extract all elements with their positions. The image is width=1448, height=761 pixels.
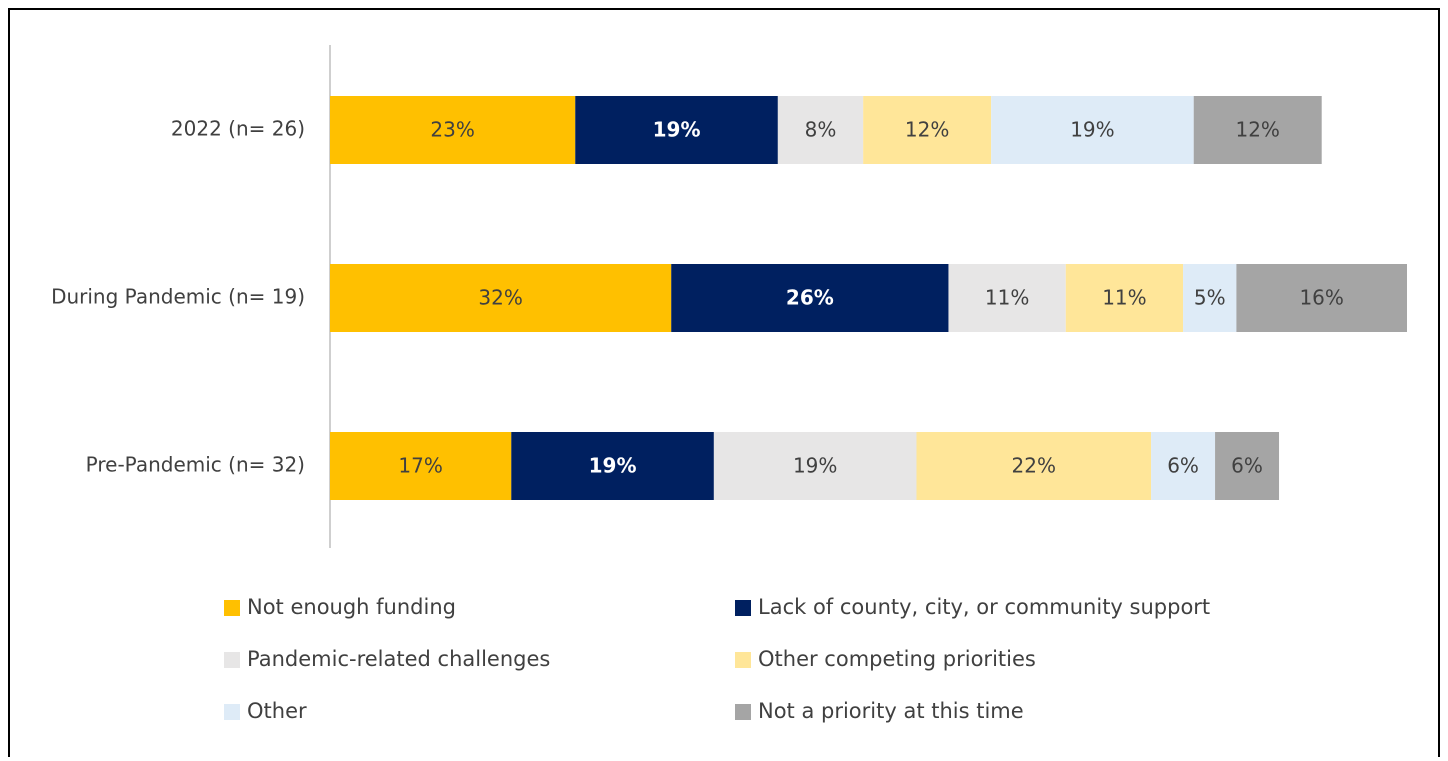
data-label: 16% (1299, 286, 1343, 310)
bar-segment (713, 432, 917, 500)
legend-label: Other (247, 699, 307, 723)
bar-segment (671, 264, 949, 332)
bar-segment (948, 264, 1066, 332)
legend-label: Not a priority at this time (758, 699, 1024, 723)
data-label: 19% (1070, 118, 1114, 142)
data-label: 19% (589, 454, 637, 478)
data-label: 17% (398, 454, 442, 478)
legend-swatch (224, 704, 240, 720)
bar-segment (330, 96, 576, 164)
data-label: 12% (1235, 118, 1279, 142)
bar-segment (863, 96, 992, 164)
data-label: 6% (1231, 454, 1263, 478)
bar-segment (330, 432, 512, 500)
bar-segment (1193, 96, 1322, 164)
frame (8, 8, 1440, 757)
bar-segment (991, 96, 1194, 164)
data-label: 32% (478, 286, 522, 310)
data-label: 6% (1167, 454, 1199, 478)
data-label: 22% (1012, 454, 1056, 478)
bar-segment (1236, 264, 1407, 332)
data-label: 11% (1102, 286, 1146, 310)
data-label: 23% (430, 118, 474, 142)
category-label: 2022 (n= 26) (171, 117, 305, 141)
legend-swatch (735, 704, 751, 720)
data-label: 19% (653, 118, 701, 142)
data-label: 11% (985, 286, 1029, 310)
legend-label: Lack of county, city, or community suppo… (758, 595, 1210, 619)
bar-segment (1065, 264, 1184, 332)
legend-swatch (735, 652, 751, 668)
legend-label: Other competing priorities (758, 647, 1036, 671)
bar-segment (575, 96, 778, 164)
data-label: 19% (793, 454, 837, 478)
data-label: 8% (805, 118, 837, 142)
bar-segment (330, 264, 672, 332)
legend-swatch (735, 600, 751, 616)
bar-segment (1183, 264, 1237, 332)
category-label: Pre-Pandemic (n= 32) (86, 453, 305, 477)
data-label: 5% (1194, 286, 1226, 310)
bar-segment (777, 96, 864, 164)
data-label: 12% (905, 118, 949, 142)
legend-swatch (224, 652, 240, 668)
category-label: During Pandemic (n= 19) (51, 285, 305, 309)
data-label: 26% (786, 286, 834, 310)
legend-label: Pandemic-related challenges (247, 647, 550, 671)
bar-segment (916, 432, 1152, 500)
bar-segment (511, 432, 714, 500)
bar-segment (1215, 432, 1280, 500)
legend-swatch (224, 600, 240, 616)
legend-label: Not enough funding (247, 595, 456, 619)
bar-segment (1151, 432, 1216, 500)
